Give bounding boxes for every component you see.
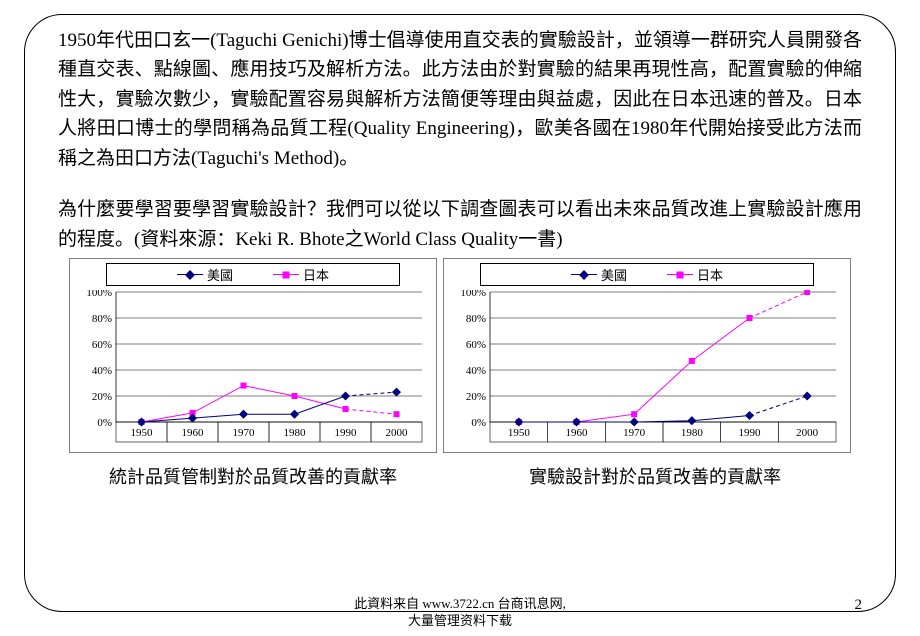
legend-japan-label: 日本 — [303, 265, 329, 284]
legend-japan: 日本 — [667, 265, 723, 284]
legend-us-label: 美國 — [601, 265, 627, 284]
svg-text:1980: 1980 — [681, 427, 704, 439]
svg-text:60%: 60% — [92, 339, 112, 351]
footer-line2: 大量管理资料下载 — [408, 613, 512, 628]
svg-text:40%: 40% — [92, 365, 112, 377]
svg-text:20%: 20% — [466, 391, 486, 403]
chart-right-svg: 0% 20% 40% 60% 80% 100% 1950 1960 1970 1980 1990 20… — [450, 290, 842, 448]
svg-text:1950: 1950 — [508, 427, 530, 439]
svg-text:1960: 1960 — [182, 427, 205, 439]
chart-left-svg: 0% 20% 40% 60% 80% 100% 1950 1960 1970 1980 1990 20… — [76, 290, 428, 448]
legend-japan: 日本 — [273, 265, 329, 284]
chart-left-legend: 美國 日本 — [106, 263, 400, 286]
svg-text:100%: 100% — [460, 290, 486, 299]
caption-right: 實驗設計對於品質改善的貢獻率 — [448, 463, 862, 489]
captions-row: 統計品質管制對於品質改善的貢獻率 實驗設計對於品質改善的貢獻率 — [58, 463, 862, 489]
svg-text:1990: 1990 — [739, 427, 762, 439]
svg-text:2000: 2000 — [386, 427, 409, 439]
slide: 1950年代田口玄一(Taguchi Genichi)博士倡導使用直交表的實驗設… — [0, 0, 920, 636]
footer-line1: 此資料来自 www.3722.cn 台商讯息网, — [354, 596, 566, 611]
charts-row: 美國 日本 0% 20% 40% 60% 80% 100% 1950 1960 1970 1980… — [58, 258, 862, 453]
square-icon — [283, 272, 290, 279]
svg-text:100%: 100% — [86, 290, 112, 299]
footer: 此資料来自 www.3722.cn 台商讯息网, 大量管理资料下载 — [0, 596, 920, 630]
paragraph-intro: 1950年代田口玄一(Taguchi Genichi)博士倡導使用直交表的實驗設… — [58, 26, 862, 173]
svg-text:1950: 1950 — [131, 427, 154, 439]
svg-text:1960: 1960 — [566, 427, 589, 439]
legend-us-label: 美國 — [207, 265, 233, 284]
caption-left: 統計品質管制對於品質改善的貢獻率 — [58, 463, 448, 489]
svg-text:60%: 60% — [466, 339, 486, 351]
svg-text:20%: 20% — [92, 391, 112, 403]
diamond-icon — [185, 270, 195, 280]
legend-japan-label: 日本 — [697, 265, 723, 284]
square-icon — [677, 272, 684, 279]
svg-text:1980: 1980 — [284, 427, 307, 439]
svg-text:0%: 0% — [471, 417, 486, 429]
chart-left-box: 美國 日本 0% 20% 40% 60% 80% 100% 1950 1960 1970 1980… — [69, 258, 437, 453]
legend-us: 美國 — [571, 265, 627, 284]
chart-right-legend: 美國 日本 — [480, 263, 814, 286]
legend-us: 美國 — [177, 265, 233, 284]
svg-text:80%: 80% — [92, 313, 112, 325]
chart-right-box: 美國 日本 0% 20% 40% 60% 80% 100% 1950 1960 1970 1980… — [443, 258, 851, 453]
svg-text:40%: 40% — [466, 365, 486, 377]
svg-text:1970: 1970 — [233, 427, 256, 439]
svg-text:80%: 80% — [466, 313, 486, 325]
diamond-icon — [579, 270, 589, 280]
svg-text:1970: 1970 — [623, 427, 646, 439]
svg-text:0%: 0% — [97, 417, 112, 429]
svg-text:2000: 2000 — [796, 427, 819, 439]
svg-text:1990: 1990 — [335, 427, 358, 439]
paragraph-why: 為什麼要學習要學習實驗設計？我們可以從以下調查圖表可以看出未來品質改進上實驗設計… — [58, 195, 862, 254]
